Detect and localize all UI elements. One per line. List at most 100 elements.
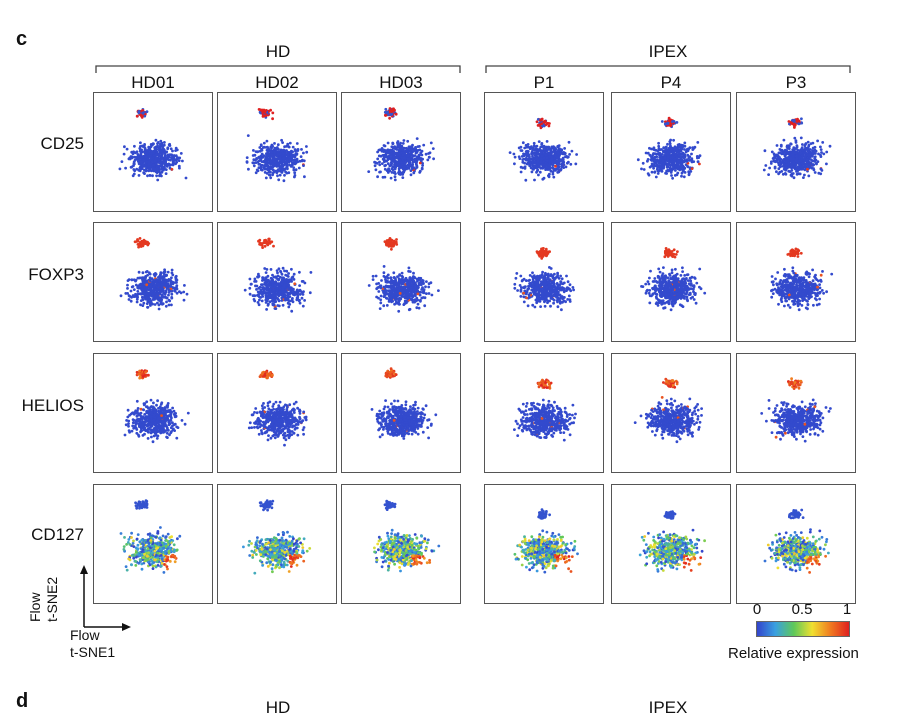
scatter-point [180, 152, 183, 155]
scatter-point [258, 239, 261, 242]
scatter-point [764, 149, 767, 152]
scatter-point [563, 147, 566, 150]
scatter-point [387, 168, 390, 171]
scatter-point [535, 154, 538, 157]
scatter-point [293, 278, 296, 281]
scatter-point [522, 141, 525, 144]
scatter-point [556, 171, 559, 174]
scatter-point [157, 170, 160, 173]
scatter-point [267, 166, 270, 169]
scatter-point [662, 160, 665, 163]
scatter-point [548, 125, 551, 128]
scatter-point [282, 152, 285, 155]
scatter-point [515, 277, 518, 280]
scatter-point [411, 146, 414, 149]
scatter-point [173, 289, 176, 292]
scatter-point [290, 288, 293, 291]
scatter-point [298, 271, 301, 274]
scatter-point [646, 160, 649, 163]
scatter-point [821, 141, 824, 144]
scatter-point [169, 153, 172, 156]
scatter-point [539, 171, 542, 174]
scatter-point [801, 154, 804, 157]
scatter-point [142, 271, 145, 274]
scatter-point [388, 296, 391, 299]
scatter-point [287, 171, 290, 174]
scatter-point [419, 283, 422, 286]
scatter-point [546, 140, 549, 143]
scatter-point [144, 279, 147, 282]
scatter-point [273, 142, 276, 145]
scatter-point [530, 145, 533, 148]
scatter-point [286, 279, 289, 282]
scatter-point [408, 158, 411, 161]
scatter-point [153, 147, 156, 150]
scatter-point [390, 248, 393, 251]
scatter-point [265, 146, 268, 149]
scatter-point [185, 177, 188, 180]
scatter-point [150, 289, 153, 292]
scatter-point [677, 163, 680, 166]
scatter-point [803, 156, 806, 159]
scatter-point [271, 173, 274, 176]
scatter-point [247, 134, 250, 137]
scatter-point [403, 139, 406, 142]
scatter-point [279, 270, 282, 273]
scatter-point [543, 157, 546, 160]
scatter-point [296, 296, 299, 299]
scatter-point [665, 122, 668, 125]
scatter-point [260, 143, 263, 146]
scatter-point [283, 179, 286, 182]
scatter-point [259, 286, 262, 289]
scatter-point [400, 165, 403, 168]
scatter-point [249, 278, 252, 281]
scatter-point [264, 156, 267, 159]
scatter-point [409, 290, 412, 293]
scatter-point [263, 142, 266, 145]
scatter-point [520, 171, 523, 174]
scatter-point [178, 290, 181, 293]
scatter-point [392, 280, 395, 283]
scatter-point [174, 281, 177, 284]
scatter-point [269, 176, 272, 179]
scatter-point [284, 171, 287, 174]
scatter-point [809, 154, 812, 157]
scatter-point [539, 161, 542, 164]
scatter-point [271, 163, 274, 166]
scatter-point [812, 152, 815, 155]
scatter-point [545, 156, 548, 159]
scatter-point [140, 299, 143, 302]
scatter-point [782, 150, 785, 153]
scatter-point [380, 279, 383, 282]
scatter-point [246, 156, 249, 159]
scatter-point [411, 284, 414, 287]
scatter-point [387, 171, 390, 174]
scatter-point [533, 179, 536, 182]
scatter-point [154, 303, 157, 306]
scatter-point [273, 286, 276, 289]
tsne-panel-foxp3-p1 [484, 222, 604, 342]
scatter-point [398, 273, 401, 276]
scatter-point [276, 304, 279, 307]
scatter-point [271, 294, 274, 297]
scatter-point [144, 151, 147, 154]
scatter-point [394, 163, 397, 166]
scatter-point [795, 152, 798, 155]
scatter-point [558, 147, 561, 150]
scatter-point [146, 174, 149, 177]
scatter-point [157, 159, 160, 162]
scatter-point [146, 306, 149, 309]
scatter-point [782, 158, 785, 161]
scatter-point [795, 155, 798, 158]
scatter-point [790, 156, 793, 159]
scatter-point [642, 162, 645, 165]
scatter-point [146, 297, 149, 300]
scatter-point [257, 273, 260, 276]
scatter-point [261, 276, 264, 279]
scatter-point [268, 296, 271, 299]
scatter-point [414, 293, 417, 296]
scatter-point [819, 146, 822, 149]
scatter-point [378, 155, 381, 158]
scatter-point [825, 151, 828, 154]
scatter-point [283, 278, 286, 281]
